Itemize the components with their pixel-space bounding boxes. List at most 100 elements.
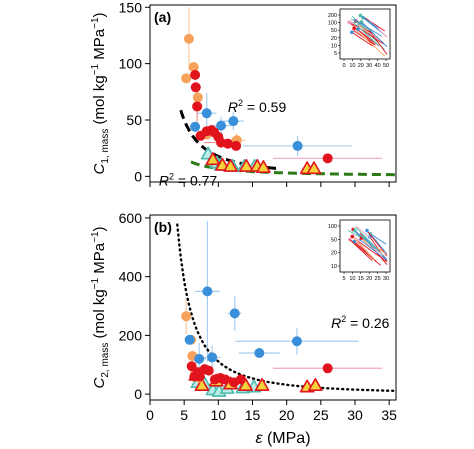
data-point-circle-orange <box>192 92 203 103</box>
inset-x-tick-label: 40 <box>375 63 381 69</box>
ylabel-main: C <box>91 164 108 175</box>
data-point-triangle-yellow <box>205 152 221 166</box>
data-point-circle-blue <box>184 334 195 345</box>
inset-y-tick-label: 20 <box>331 251 337 257</box>
inset-frame <box>339 8 391 60</box>
data-point-circle-red <box>322 363 333 374</box>
ylabel-unit2: MPa <box>91 28 108 64</box>
inset-x-tick-label: 5 <box>342 276 345 282</box>
data-point-circle-blue <box>229 308 240 319</box>
y-tick-label: 400 <box>119 269 143 285</box>
plot-area <box>176 220 396 397</box>
data-point-circle-red <box>235 374 246 385</box>
inset-mark <box>350 18 373 32</box>
inset-x-tick-label: 20 <box>366 276 372 282</box>
y-axis-label: C2, mass (mol kg−1 MPa−1) <box>90 226 111 388</box>
x-tick-label: 35 <box>381 407 397 423</box>
inset-mark <box>348 21 376 46</box>
inset-mark <box>355 226 385 257</box>
ylabel-sup: −1 <box>90 63 101 75</box>
inset-mark <box>358 238 388 261</box>
inset-mark <box>359 234 376 250</box>
inset-y-tick-label: 10 <box>331 43 337 49</box>
inset-y-tick-label: 10 <box>331 264 337 270</box>
inset-y-tick-label: 5 <box>334 51 337 57</box>
data-point-circle-blue <box>194 353 205 364</box>
data-point-triangle-yellow <box>256 160 271 174</box>
y-tick-label: 150 <box>119 0 143 15</box>
x-tick-label: 0 <box>146 407 154 423</box>
y-tick-label: 200 <box>119 327 143 343</box>
inset-mark <box>369 20 388 38</box>
ylabel-sub: 1, mass <box>100 129 111 164</box>
data-point-triangle-yellow <box>194 378 210 391</box>
ylabel-unit: (mol kg <box>91 289 108 338</box>
panel-label: (b) <box>154 219 172 235</box>
inset-mark <box>353 18 383 37</box>
data-point-circle-blue <box>254 348 265 359</box>
data-point-circle-red <box>190 69 201 80</box>
inset-mark <box>350 30 354 35</box>
inset-x-tick-label: 25 <box>375 276 381 282</box>
inset-y-tick-label: 200 <box>328 13 337 19</box>
plot-area <box>179 7 396 177</box>
plot-frame <box>149 4 397 183</box>
inset-x-tick-label: 10 <box>349 63 355 69</box>
inset-mark <box>365 228 369 233</box>
data-point-circle-red <box>220 374 231 385</box>
inset-y-tick-label: 50 <box>331 237 337 243</box>
data-point-circle-red <box>203 365 214 376</box>
ylabel-sup: −1 <box>90 277 101 289</box>
r2-annotation: R2 = 0.26 <box>331 314 390 331</box>
xlabel-unit: (MPa) <box>263 430 311 447</box>
inset-mark <box>357 240 388 263</box>
y-tick-label: 100 <box>119 56 143 72</box>
data-point-circle-red <box>194 371 205 382</box>
ylabel-sub: 2, mass <box>100 343 111 378</box>
data-point-circle-blue <box>291 336 302 347</box>
x-tick-label: 10 <box>211 407 227 423</box>
inset-mark <box>350 234 355 239</box>
inset-mark <box>353 28 385 57</box>
inset-mark <box>349 238 373 262</box>
y-tick-label: 0 <box>134 168 142 184</box>
ylabel-unit2: MPa <box>91 242 108 278</box>
ylabel-close: ) <box>91 12 108 17</box>
data-point-circle-blue <box>216 120 227 131</box>
inset-mark <box>352 236 376 261</box>
x-tick-label: 5 <box>180 407 188 423</box>
data-point-triangle-yellow <box>308 378 323 391</box>
x-tick-label: 30 <box>347 407 363 423</box>
inset-mark <box>351 31 373 47</box>
inset-x-tick-label: 50 <box>383 63 389 69</box>
data-point-circle-blue <box>292 140 303 151</box>
x-tick-label: 20 <box>279 407 295 423</box>
ylabel-main: C <box>91 378 108 389</box>
inset-mark <box>347 20 351 25</box>
inset-y-tick-label: 100 <box>328 224 337 230</box>
data-point-circle-blue <box>201 108 212 119</box>
data-point-circle-red <box>231 140 242 151</box>
data-point-circle-red <box>190 82 201 93</box>
inset-mark <box>369 233 388 255</box>
y-tick-label: 50 <box>126 112 142 128</box>
inset-mark <box>355 225 371 239</box>
inset-mark <box>352 26 356 31</box>
plot-frame <box>149 214 397 401</box>
inset-mark <box>360 15 379 29</box>
inset-mark <box>352 21 380 47</box>
data-point-circle-blue <box>228 116 239 127</box>
data-point-triangle-yellow <box>238 378 253 391</box>
inset-x-tick-label: 20 <box>358 63 364 69</box>
inset-y-tick-label: 100 <box>328 21 337 27</box>
inset-x-tick-label: 10 <box>349 276 355 282</box>
data-point-circle-orange <box>188 62 199 73</box>
data-point-triangle-yellow <box>223 158 238 172</box>
data-point-circle-blue <box>202 286 213 297</box>
data-point-triangle-yellow <box>239 158 254 172</box>
data-point-circle-blue <box>190 121 201 132</box>
panel-label: (a) <box>154 9 171 25</box>
